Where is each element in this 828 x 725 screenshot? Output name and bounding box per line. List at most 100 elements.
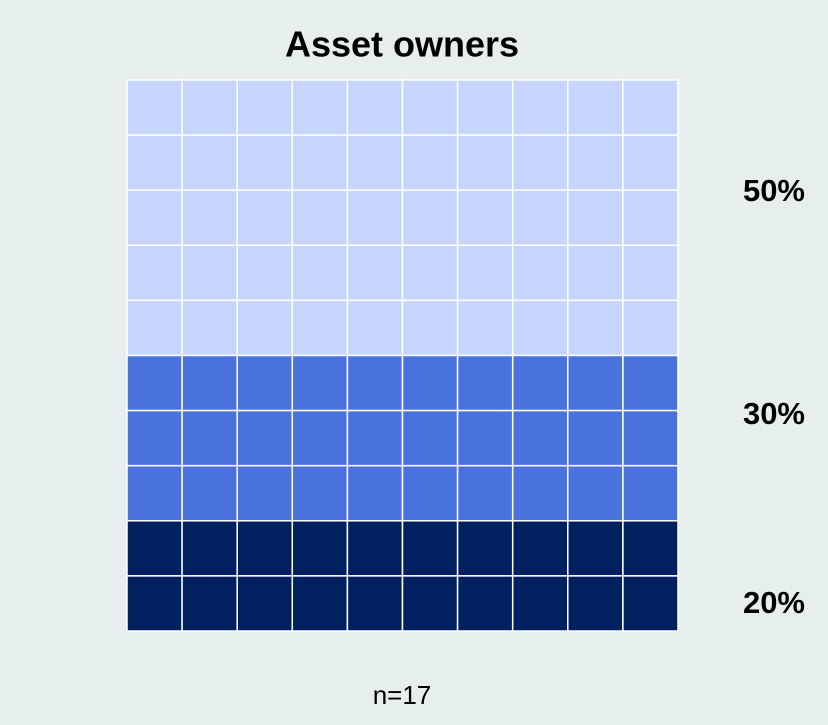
waffle-cell [456,244,514,302]
waffle-cell [511,189,569,247]
waffle-cell [622,299,679,357]
waffle-cell [401,354,459,412]
waffle-cell [622,244,679,302]
waffle-cell [511,134,569,191]
waffle-cell [456,299,514,357]
waffle-cell [567,354,624,412]
waffle-cell [567,575,624,632]
waffle-cell [456,354,514,412]
waffle-cell [511,354,569,412]
chart-title: Asset owners [285,24,519,65]
waffle-cell [622,464,679,522]
waffle-cell [346,464,404,522]
waffle-cell [456,520,514,577]
waffle-cell [236,409,294,467]
waffle-cell [401,464,459,522]
waffle-cell [291,299,349,357]
waffle-cell [126,299,183,357]
waffle-cell [181,575,238,632]
waffle-cell [291,79,349,136]
value-label: 50% [743,173,805,208]
waffle-cell [567,409,624,467]
waffle-cell [181,520,238,577]
waffle-cell [126,79,183,136]
waffle-cell [126,464,183,522]
waffle-cell [567,299,624,357]
waffle-cell [511,520,569,577]
waffle-cell [622,575,679,632]
waffle-cell [622,79,679,136]
waffle-cell [236,299,294,357]
waffle-cell [456,464,514,522]
waffle-cell [126,189,183,247]
waffle-cell [401,244,459,302]
waffle-cell [567,189,624,247]
waffle-cell [126,575,183,632]
waffle-cell [456,409,514,467]
waffle-cell [401,520,459,577]
waffle-cell [346,409,404,467]
waffle-cell [346,134,404,191]
waffle-cell [567,79,624,136]
waffle-cell [456,134,514,191]
waffle-cell [622,409,679,467]
waffle-cell [126,244,183,302]
waffle-cell [346,575,404,632]
waffle-cell [567,134,624,191]
waffle-cell [346,79,404,136]
waffle-cell [181,299,238,357]
waffle-cell [181,79,238,136]
waffle-cell [622,134,679,191]
waffle-cell [401,299,459,357]
waffle-cell [291,520,349,577]
waffle-cell [291,189,349,247]
waffle-cell [567,520,624,577]
waffle-cell [401,575,459,632]
waffle-cell [236,189,294,247]
waffle-cell [622,189,679,247]
waffle-cell [401,409,459,467]
waffle-cell [236,464,294,522]
waffle-cell [181,189,238,247]
waffle-cell [511,79,569,136]
waffle-cell [181,464,238,522]
waffle-cell [181,134,238,191]
waffle-cell [511,575,569,632]
waffle-cell [622,354,679,412]
waffle-cell [511,464,569,522]
waffle-cell [456,79,514,136]
waffle-cell [511,409,569,467]
waffle-cell [346,244,404,302]
waffle-cell [511,244,569,302]
waffle-cell [511,299,569,357]
waffle-cell [126,354,183,412]
waffle-cell [126,409,183,467]
waffle-cell [181,409,238,467]
waffle-cell [126,520,183,577]
waffle-cell [236,520,294,577]
waffle-cell [236,244,294,302]
value-label: 20% [743,585,805,620]
waffle-cell [291,464,349,522]
waffle-cell [456,575,514,632]
waffle-cell [401,134,459,191]
waffle-cell [567,244,624,302]
waffle-cell [291,354,349,412]
waffle-cell [291,575,349,632]
waffle-cell [236,79,294,136]
waffle-cell [181,354,238,412]
waffle-cell [456,189,514,247]
waffle-cell [236,134,294,191]
waffle-cell [346,520,404,577]
waffle-cell [346,189,404,247]
waffle-cell [622,520,679,577]
waffle-cell [126,134,183,191]
waffle-cell [181,244,238,302]
waffle-cell [401,189,459,247]
waffle-cell [291,409,349,467]
waffle-cell [236,354,294,412]
waffle-cell [346,354,404,412]
waffle-cell [567,464,624,522]
waffle-cell [401,79,459,136]
